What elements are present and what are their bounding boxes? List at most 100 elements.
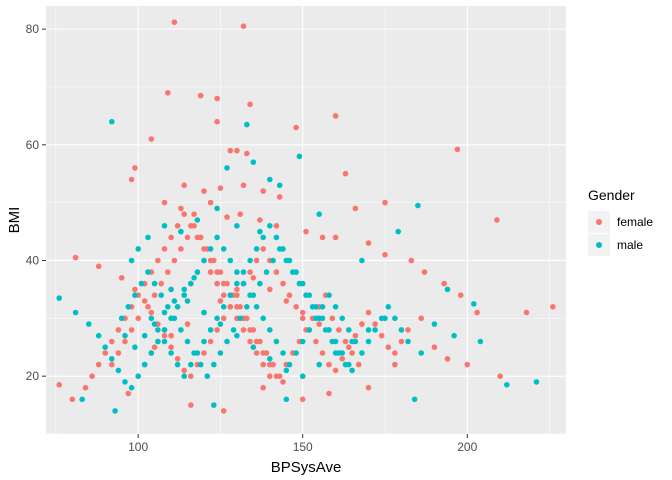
point-female: [319, 350, 326, 356]
point-male: [395, 228, 402, 235]
point-male: [280, 350, 286, 356]
x-axis-title: BPSysAve: [271, 459, 342, 476]
point-female: [273, 223, 280, 229]
point-male: [273, 234, 280, 241]
x-tick-label: 200: [457, 440, 477, 454]
point-female: [234, 304, 240, 310]
y-axis-title: BMI: [6, 207, 23, 234]
point-female: [174, 223, 181, 229]
point-female: [253, 350, 260, 356]
point-male: [56, 295, 62, 301]
point-female: [293, 304, 299, 310]
y-axis-ticks: 20 40 60 80: [26, 22, 46, 383]
point-male: [234, 223, 240, 229]
point-male: [201, 309, 207, 316]
point-male: [178, 228, 184, 235]
point-female: [201, 246, 207, 252]
point-female: [161, 332, 168, 339]
point-male: [128, 257, 135, 264]
point-male: [319, 315, 326, 322]
point-male: [316, 211, 323, 217]
point-male: [161, 338, 168, 345]
point-male: [283, 367, 290, 374]
point-female: [181, 211, 187, 217]
point-male: [181, 373, 187, 380]
point-female: [115, 350, 122, 356]
point-male: [148, 350, 155, 356]
point-male: [299, 373, 306, 380]
point-female: [332, 113, 339, 119]
point-female: [276, 194, 283, 200]
point-male: [299, 338, 306, 345]
point-female: [332, 234, 339, 241]
point-female: [174, 356, 181, 362]
point-female: [365, 240, 372, 246]
point-female: [421, 269, 428, 275]
point-female: [220, 408, 227, 414]
point-female: [151, 292, 158, 299]
point-female: [168, 332, 174, 339]
point-male: [197, 361, 204, 368]
point-male: [444, 286, 451, 293]
point-female: [148, 309, 155, 316]
point-male: [326, 327, 332, 333]
point-male: [349, 338, 355, 345]
point-male: [188, 361, 194, 368]
point-female: [188, 223, 194, 229]
point-female: [158, 280, 164, 287]
point-female: [194, 234, 201, 241]
point-male: [151, 280, 158, 287]
point-female: [550, 304, 556, 310]
point-female: [523, 309, 530, 316]
legend: Gender female male: [588, 187, 653, 256]
point-male: [313, 304, 319, 310]
point-male: [471, 301, 477, 307]
point-male: [276, 182, 283, 189]
point-female: [217, 185, 224, 191]
point-female: [392, 350, 398, 356]
point-male: [267, 176, 273, 183]
point-female: [457, 292, 464, 299]
point-female: [385, 344, 392, 351]
point-female: [184, 234, 191, 241]
point-male: [109, 118, 115, 125]
point-male: [165, 304, 171, 310]
legend-label-female: female: [617, 215, 653, 229]
point-male: [115, 367, 122, 374]
point-female: [155, 257, 161, 264]
point-male: [224, 338, 230, 345]
point-male: [267, 327, 273, 333]
point-female: [365, 384, 372, 391]
point-female: [326, 390, 332, 397]
point-female: [253, 338, 260, 345]
point-male: [112, 408, 118, 414]
legend-marker-male: [596, 242, 602, 248]
point-male: [194, 217, 201, 223]
point-male: [339, 315, 346, 322]
point-female: [339, 356, 346, 362]
point-female: [355, 361, 362, 368]
y-tick-label: 80: [26, 22, 40, 36]
point-female: [184, 321, 191, 327]
point-female: [171, 19, 178, 26]
point-male: [224, 165, 230, 171]
point-female: [188, 402, 194, 408]
point-female: [227, 147, 234, 154]
major-gridlines: [46, 6, 566, 434]
point-female: [171, 257, 178, 264]
point-male: [250, 344, 257, 351]
point-female: [313, 338, 319, 345]
point-male: [451, 332, 457, 339]
point-female: [382, 251, 388, 258]
point-female: [82, 384, 89, 391]
point-male: [211, 361, 217, 368]
point-male: [299, 280, 306, 287]
point-female: [247, 338, 253, 345]
point-female: [494, 217, 500, 223]
point-female: [214, 95, 220, 102]
point-male: [250, 159, 257, 165]
point-female: [257, 217, 263, 223]
point-male: [359, 350, 365, 356]
point-female: [267, 373, 273, 380]
